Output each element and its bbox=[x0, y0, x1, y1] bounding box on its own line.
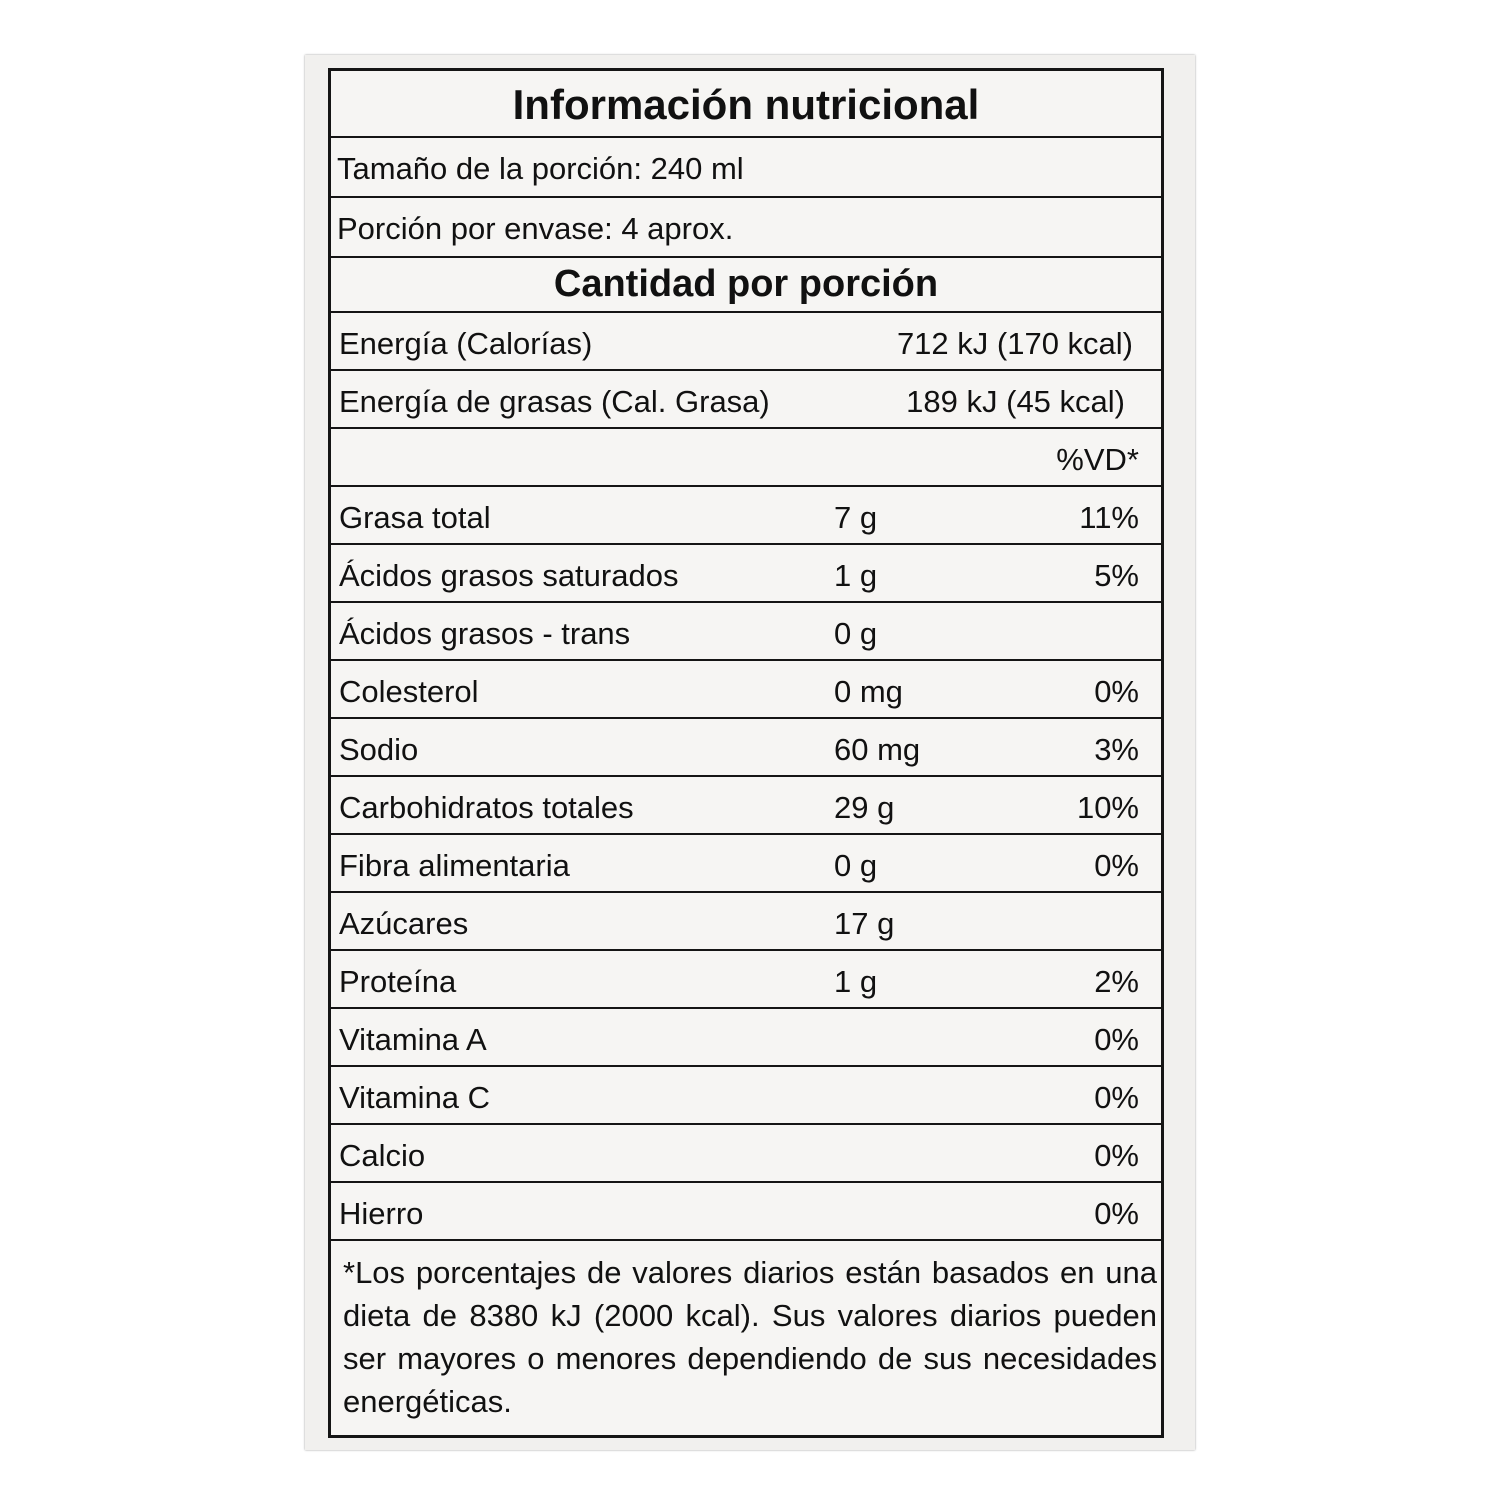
nutrient-row: Vitamina A 0% bbox=[331, 1009, 1161, 1067]
nutrient-row: Vitamina C 0% bbox=[331, 1067, 1161, 1125]
nutrient-amount: 1 g bbox=[834, 558, 878, 593]
nutrient-row: Calcio 0% bbox=[331, 1125, 1161, 1183]
fat-energy-row: Energía de grasas (Cal. Grasa) 189 kJ (4… bbox=[331, 371, 1161, 429]
nutrient-amount: 0 mg bbox=[834, 674, 903, 709]
energy-value: 712 kJ (170 kcal) bbox=[896, 326, 1133, 361]
nutrient-row: Fibra alimentaria 0 g 0% bbox=[331, 835, 1161, 893]
dv-header: %VD* bbox=[1056, 442, 1139, 477]
energy-row: Energía (Calorías) 712 kJ (170 kcal) bbox=[331, 313, 1161, 371]
fat-energy-value: 189 kJ (45 kcal) bbox=[906, 384, 1125, 419]
nutrient-dv: 0% bbox=[1094, 1138, 1139, 1173]
energy-label: Energía (Calorías) bbox=[339, 326, 593, 361]
nutrient-dv: 0% bbox=[1094, 674, 1139, 709]
nutrition-facts-table: Información nutricional Tamaño de la por… bbox=[328, 68, 1164, 1438]
table-title: Información nutricional bbox=[331, 71, 1161, 138]
nutrient-row: Ácidos grasos saturados 1 g 5% bbox=[331, 545, 1161, 603]
nutrient-amount: 7 g bbox=[834, 500, 878, 535]
nutrient-dv: 10% bbox=[1076, 790, 1139, 825]
nutrient-row: Grasa total 7 g 11% bbox=[331, 487, 1161, 545]
nutrient-label: Carbohidratos totales bbox=[339, 790, 634, 825]
dv-header-row: %VD* bbox=[331, 429, 1161, 487]
nutrient-label: Vitamina A bbox=[339, 1022, 487, 1057]
nutrient-amount: 29 g bbox=[834, 790, 895, 825]
nutrient-label: Calcio bbox=[339, 1138, 426, 1173]
nutrient-dv: 2% bbox=[1094, 964, 1139, 999]
nutrient-row: Sodio 60 mg 3% bbox=[331, 719, 1161, 777]
nutrient-row: Proteína 1 g 2% bbox=[331, 951, 1161, 1009]
nutrient-row: Azúcares 17 g bbox=[331, 893, 1161, 951]
nutrient-label: Ácidos grasos - trans bbox=[339, 616, 631, 651]
nutrient-amount: 0 g bbox=[834, 848, 878, 883]
nutrient-label: Colesterol bbox=[339, 674, 479, 709]
nutrient-row: Ácidos grasos - trans 0 g bbox=[331, 603, 1161, 661]
nutrient-label: Azúcares bbox=[339, 906, 469, 941]
nutrient-label: Hierro bbox=[339, 1196, 424, 1231]
nutrient-dv: 3% bbox=[1094, 732, 1139, 767]
nutrient-dv: 5% bbox=[1094, 558, 1139, 593]
nutrient-row: Carbohidratos totales 29 g 10% bbox=[331, 777, 1161, 835]
nutrient-label: Grasa total bbox=[339, 500, 491, 535]
nutrient-dv: 11% bbox=[1079, 500, 1139, 535]
servings-per-container: Porción por envase: 4 aprox. bbox=[331, 198, 1161, 258]
nutrient-label: Proteína bbox=[339, 964, 457, 999]
nutrient-label: Ácidos grasos saturados bbox=[339, 558, 679, 593]
nutrient-amount: 0 g bbox=[834, 616, 878, 651]
footnote: *Los porcentajes de valores diarios está… bbox=[343, 1255, 1157, 1419]
nutrient-dv: 0% bbox=[1094, 1080, 1139, 1115]
nutrient-dv: 0% bbox=[1094, 1022, 1139, 1057]
nutrient-row: Hierro 0% bbox=[331, 1183, 1161, 1241]
nutrient-amount: 17 g bbox=[834, 906, 895, 941]
nutrient-label: Sodio bbox=[339, 732, 419, 767]
nutrient-row: Colesterol 0 mg 0% bbox=[331, 661, 1161, 719]
amount-per-serving-header: Cantidad por porción bbox=[331, 258, 1161, 313]
nutrient-label: Fibra alimentaria bbox=[339, 848, 570, 883]
serving-size: Tamaño de la porción: 240 ml bbox=[331, 138, 1161, 198]
nutrient-dv: 0% bbox=[1094, 1196, 1139, 1231]
nutrient-amount: 1 g bbox=[834, 964, 878, 999]
fat-energy-label: Energía de grasas (Cal. Grasa) bbox=[339, 384, 770, 419]
nutrient-dv: 0% bbox=[1094, 848, 1139, 883]
nutrient-label: Vitamina C bbox=[339, 1080, 491, 1115]
nutrient-amount: 60 mg bbox=[834, 732, 921, 767]
